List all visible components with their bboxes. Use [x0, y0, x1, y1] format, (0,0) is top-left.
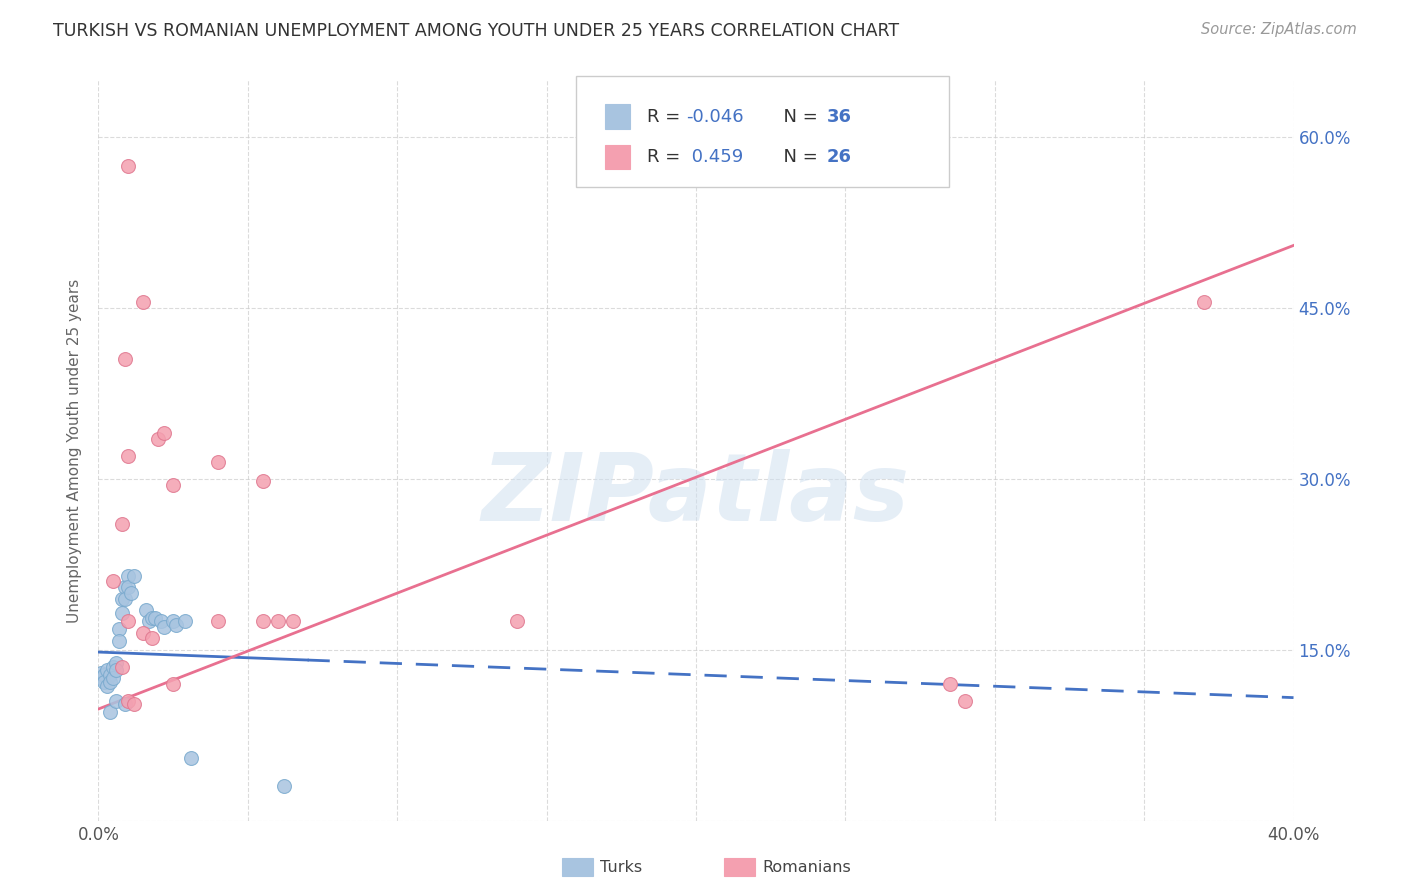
Text: Romanians: Romanians — [762, 860, 851, 874]
Point — [162, 477, 184, 491]
Point — [114, 591, 136, 606]
Point — [939, 677, 962, 691]
Point — [98, 674, 122, 689]
Text: -0.046: -0.046 — [686, 108, 744, 126]
Text: 0.459: 0.459 — [686, 148, 744, 166]
Point — [1192, 295, 1215, 310]
Point — [111, 517, 134, 532]
Point — [98, 668, 122, 682]
Point — [148, 432, 170, 446]
Y-axis label: Unemployment Among Youth under 25 years: Unemployment Among Youth under 25 years — [67, 278, 83, 623]
Point — [141, 611, 163, 625]
Point — [114, 352, 136, 367]
Point — [90, 665, 112, 680]
Point — [117, 159, 139, 173]
Point — [180, 751, 202, 765]
Point — [114, 698, 136, 712]
Text: R =: R = — [647, 108, 686, 126]
Point — [124, 568, 146, 582]
Text: Source: ZipAtlas.com: Source: ZipAtlas.com — [1201, 22, 1357, 37]
Text: 36: 36 — [827, 108, 852, 126]
Point — [150, 615, 173, 629]
Point — [252, 615, 274, 629]
Point — [114, 580, 136, 594]
Point — [105, 694, 128, 708]
Point — [135, 603, 157, 617]
Point — [108, 622, 131, 636]
Point — [108, 633, 131, 648]
Point — [252, 474, 274, 488]
Point — [111, 607, 134, 621]
Point — [90, 671, 112, 685]
Point — [143, 611, 166, 625]
Point — [117, 449, 139, 463]
Text: Turks: Turks — [600, 860, 643, 874]
Point — [132, 625, 155, 640]
Point — [105, 663, 128, 677]
Point — [96, 679, 118, 693]
Point — [103, 671, 125, 685]
Point — [132, 295, 155, 310]
Point — [117, 615, 139, 629]
Point — [207, 455, 229, 469]
Point — [207, 615, 229, 629]
Point — [96, 663, 118, 677]
Point — [506, 615, 529, 629]
Point — [281, 615, 304, 629]
Point — [124, 698, 146, 712]
Point — [105, 657, 128, 671]
Text: R =: R = — [647, 148, 686, 166]
Point — [138, 615, 160, 629]
Point — [103, 574, 125, 589]
Point — [117, 580, 139, 594]
Point — [153, 620, 176, 634]
Point — [111, 660, 134, 674]
Point — [93, 674, 115, 689]
Point — [98, 706, 122, 720]
Point — [153, 426, 176, 441]
Point — [117, 694, 139, 708]
Text: N =: N = — [772, 108, 824, 126]
Text: 26: 26 — [827, 148, 852, 166]
Point — [267, 615, 290, 629]
Point — [162, 615, 184, 629]
Text: TURKISH VS ROMANIAN UNEMPLOYMENT AMONG YOUTH UNDER 25 YEARS CORRELATION CHART: TURKISH VS ROMANIAN UNEMPLOYMENT AMONG Y… — [53, 22, 900, 40]
Point — [103, 660, 125, 674]
Point — [273, 780, 295, 794]
Point — [953, 694, 976, 708]
Text: ZIPatlas: ZIPatlas — [482, 449, 910, 541]
Point — [165, 617, 187, 632]
Point — [162, 677, 184, 691]
Point — [93, 668, 115, 682]
Point — [141, 632, 163, 646]
Point — [117, 568, 139, 582]
Point — [111, 591, 134, 606]
Point — [120, 586, 142, 600]
Point — [174, 615, 197, 629]
Text: N =: N = — [772, 148, 824, 166]
